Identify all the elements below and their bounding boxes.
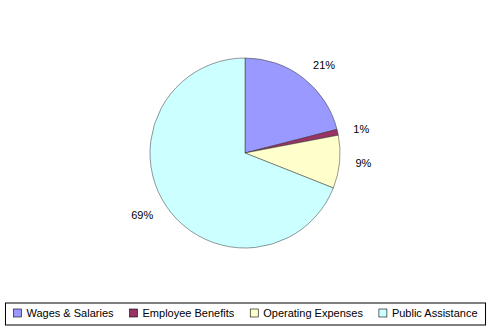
legend-label: Employee Benefits: [143, 307, 235, 319]
chart: 21% 1% 9% 69% Wages & Salaries Employee Benef…: [0, 0, 491, 333]
pie-slice: [150, 58, 333, 248]
legend-label: Operating Expenses: [263, 307, 363, 319]
data-label: 9%: [356, 157, 372, 169]
legend-swatch: [250, 309, 258, 317]
legend-box: [5, 303, 485, 325]
legend: Wages & Salaries Employee Benefits Operati…: [5, 303, 485, 325]
legend-swatch: [130, 309, 138, 317]
data-label: 1%: [353, 123, 369, 135]
data-labels: 21% 1% 9% 69%: [131, 59, 371, 221]
legend-swatch: [13, 309, 21, 317]
legend-item: Employee Benefits: [130, 307, 235, 319]
legend-label: Public Assistance: [392, 307, 478, 319]
legend-item: Wages & Salaries: [13, 307, 114, 319]
pie: [150, 58, 340, 248]
legend-item: Public Assistance: [379, 307, 478, 319]
legend-item: Operating Expenses: [250, 307, 363, 319]
legend-swatch: [379, 309, 387, 317]
legend-label: Wages & Salaries: [26, 307, 114, 319]
data-label: 21%: [313, 59, 335, 71]
data-label: 69%: [131, 209, 153, 221]
